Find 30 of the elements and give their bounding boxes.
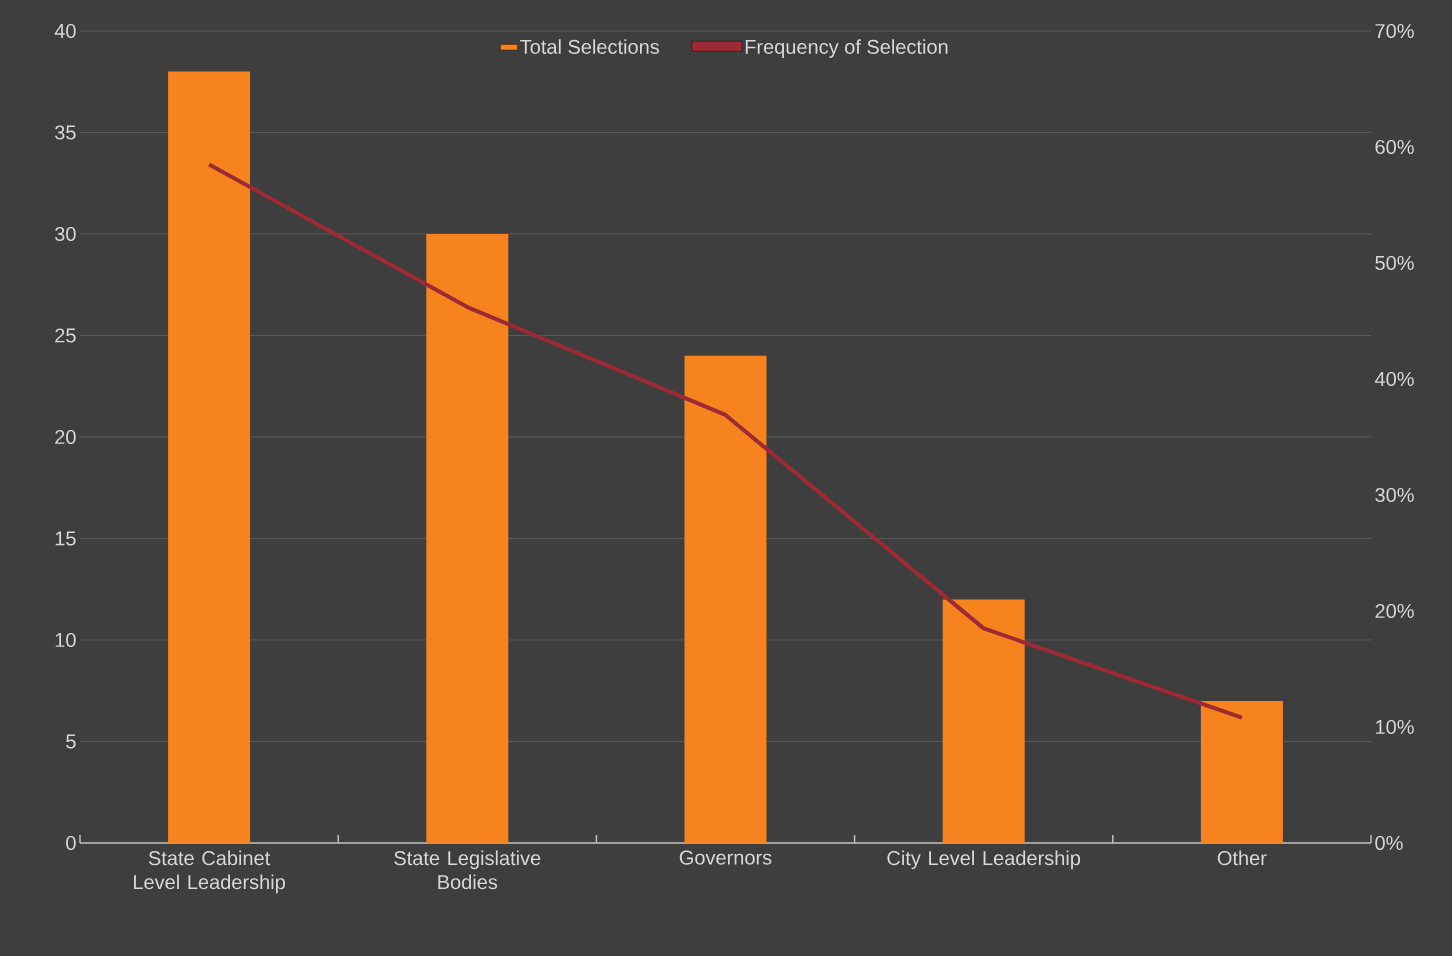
y-tick-label: 30 [55, 226, 76, 242]
y-tick-label: 25 [55, 328, 76, 343]
legend-label: Frequency of Selection [745, 39, 948, 58]
y2-tick-label: 0% [1375, 835, 1403, 851]
y2-tick-label: 10% [1376, 719, 1414, 735]
y2-tick-label: 30% [1375, 487, 1414, 503]
line-series [207, 162, 1244, 720]
bar [684, 355, 767, 843]
legend-label: Total Selections [520, 39, 660, 54]
x-tick-label: State Cabinet Level Leadership [134, 850, 285, 894]
x-tick-label: State Legislative Bodies [394, 850, 541, 890]
y-tick-label: 5 [66, 734, 76, 749]
bar [426, 233, 509, 843]
y2-tick-label: 20% [1375, 603, 1414, 619]
bar [1200, 700, 1283, 843]
y-tick-label: 35 [55, 125, 76, 140]
x-tick-label: City Level Leadership [887, 850, 1081, 870]
bar [168, 71, 251, 843]
y2-tick-label: 60% [1375, 139, 1414, 155]
x-tick-label: Other [1217, 850, 1267, 866]
y-tick-label: 0 [66, 835, 76, 851]
y-tick-label: 10 [55, 632, 76, 648]
bar [942, 599, 1025, 843]
y-tick-label: 40 [54, 23, 76, 39]
y2-tick-label: 40% [1374, 371, 1414, 387]
y-tick-label: 15 [55, 531, 76, 546]
y-tick-label: 20 [55, 429, 76, 445]
y2-tick-label: 50% [1375, 255, 1414, 271]
x-tick-label: Governors [679, 850, 772, 865]
y2-tick-label: 70% [1375, 23, 1414, 39]
